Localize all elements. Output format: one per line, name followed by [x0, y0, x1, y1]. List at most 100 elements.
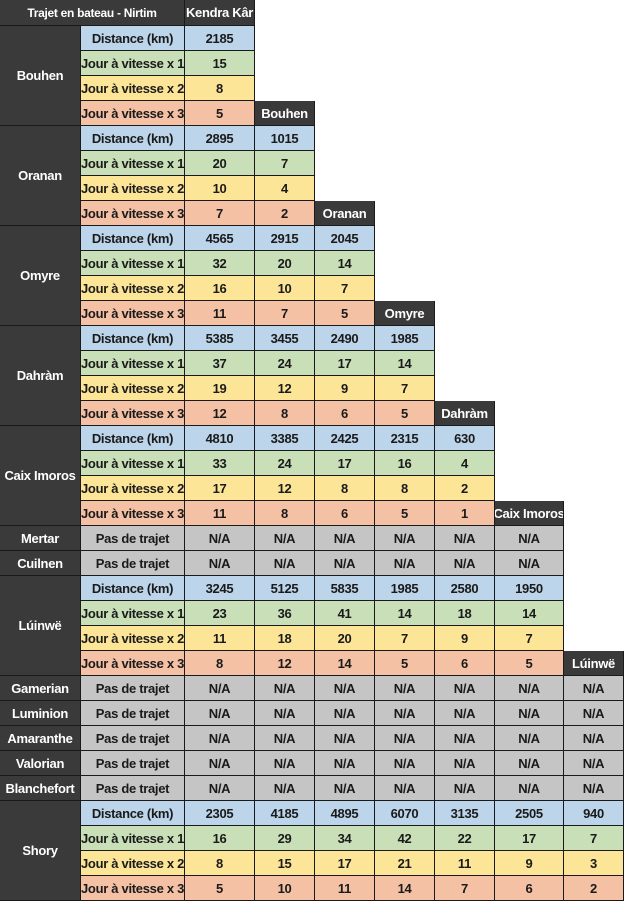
value-cell: 5 [185, 876, 255, 901]
value-cell: 12 [255, 376, 315, 401]
na-cell: N/A [375, 726, 435, 751]
value-cell: 22 [435, 826, 495, 851]
na-cell: N/A [564, 726, 624, 751]
value-cell: 3245 [185, 576, 255, 601]
value-cell: 2580 [435, 576, 495, 601]
row-label-speed1: Jour à vitesse x 1 [81, 826, 185, 851]
value-cell: 15 [255, 851, 315, 876]
value-cell: 6 [435, 651, 495, 676]
value-cell: 14 [495, 601, 564, 626]
row-label-speed2: Jour à vitesse x 2 [81, 851, 185, 876]
value-cell: 9 [435, 626, 495, 651]
row-label-speed3: Jour à vitesse x 3 [81, 651, 185, 676]
na-cell: N/A [375, 551, 435, 576]
value-cell: 2185 [185, 26, 255, 51]
na-cell: N/A [495, 776, 564, 801]
na-cell: N/A [185, 701, 255, 726]
group-label: Bouhen [0, 26, 81, 126]
value-cell: 12 [255, 476, 315, 501]
value-cell: 1985 [375, 576, 435, 601]
na-cell: N/A [185, 726, 255, 751]
value-cell: 7 [375, 376, 435, 401]
value-cell: 14 [375, 351, 435, 376]
row-label-speed1: Jour à vitesse x 1 [81, 251, 185, 276]
na-cell: N/A [495, 551, 564, 576]
na-cell: N/A [185, 776, 255, 801]
row-label-distance: Distance (km) [81, 26, 185, 51]
value-cell: 24 [255, 351, 315, 376]
value-cell: 14 [315, 251, 375, 276]
row-label-speed1: Jour à vitesse x 1 [81, 51, 185, 76]
value-cell: 5 [185, 101, 255, 126]
value-cell: 1950 [495, 576, 564, 601]
na-cell: N/A [564, 701, 624, 726]
row-label-distance: Distance (km) [81, 126, 185, 151]
column-header-0: Kendra Kâr [185, 0, 255, 26]
value-cell: 17 [185, 476, 255, 501]
row-label-speed2: Jour à vitesse x 2 [81, 176, 185, 201]
row-label-speed2: Jour à vitesse x 2 [81, 376, 185, 401]
value-cell: 20 [185, 151, 255, 176]
row-label-speed3: Jour à vitesse x 3 [81, 876, 185, 901]
value-cell: 20 [255, 251, 315, 276]
row-label-speed1: Jour à vitesse x 1 [81, 601, 185, 626]
value-cell: 7 [375, 626, 435, 651]
value-cell: 7 [435, 876, 495, 901]
value-cell: 16 [185, 826, 255, 851]
value-cell: 8 [255, 501, 315, 526]
value-cell: 11 [185, 501, 255, 526]
na-cell: N/A [255, 726, 315, 751]
value-cell: 8 [185, 651, 255, 676]
row-label-no-route: Pas de trajet [81, 551, 185, 576]
value-cell: 32 [185, 251, 255, 276]
value-cell: 1985 [375, 326, 435, 351]
value-cell: 5 [375, 651, 435, 676]
row-label-speed3: Jour à vitesse x 3 [81, 201, 185, 226]
group-label: Oranan [0, 126, 81, 226]
value-cell: 4 [435, 451, 495, 476]
na-cell: N/A [315, 726, 375, 751]
na-cell: N/A [564, 751, 624, 776]
row-label-no-route: Pas de trajet [81, 701, 185, 726]
value-cell: 1 [435, 501, 495, 526]
na-cell: N/A [315, 551, 375, 576]
value-cell: 41 [315, 601, 375, 626]
group-label: Shory [0, 801, 81, 901]
na-cell: N/A [495, 676, 564, 701]
na-cell: N/A [185, 676, 255, 701]
column-header-2: Oranan [315, 201, 375, 226]
na-cell: N/A [255, 701, 315, 726]
value-cell: 21 [375, 851, 435, 876]
row-label-no-route: Pas de trajet [81, 726, 185, 751]
value-cell: 12 [185, 401, 255, 426]
na-cell: N/A [315, 776, 375, 801]
row-label-distance: Distance (km) [81, 326, 185, 351]
value-cell: 11 [435, 851, 495, 876]
value-cell: 2 [564, 876, 624, 901]
value-cell: 17 [315, 351, 375, 376]
value-cell: 7 [185, 201, 255, 226]
value-cell: 4185 [255, 801, 315, 826]
value-cell: 14 [375, 876, 435, 901]
value-cell: 2915 [255, 226, 315, 251]
na-cell: N/A [495, 751, 564, 776]
group-label: Valorian [0, 751, 81, 776]
group-label: Cuilnen [0, 551, 81, 576]
na-cell: N/A [375, 751, 435, 776]
value-cell: 2315 [375, 426, 435, 451]
value-cell: 37 [185, 351, 255, 376]
row-label-speed3: Jour à vitesse x 3 [81, 401, 185, 426]
value-cell: 8 [255, 401, 315, 426]
value-cell: 5835 [315, 576, 375, 601]
value-cell: 8 [375, 476, 435, 501]
na-cell: N/A [495, 726, 564, 751]
na-cell: N/A [435, 726, 495, 751]
column-header-1: Bouhen [255, 101, 315, 126]
value-cell: 14 [375, 601, 435, 626]
row-label-no-route: Pas de trajet [81, 751, 185, 776]
value-cell: 3 [564, 851, 624, 876]
value-cell: 8 [185, 851, 255, 876]
na-cell: N/A [564, 676, 624, 701]
value-cell: 4810 [185, 426, 255, 451]
value-cell: 33 [185, 451, 255, 476]
